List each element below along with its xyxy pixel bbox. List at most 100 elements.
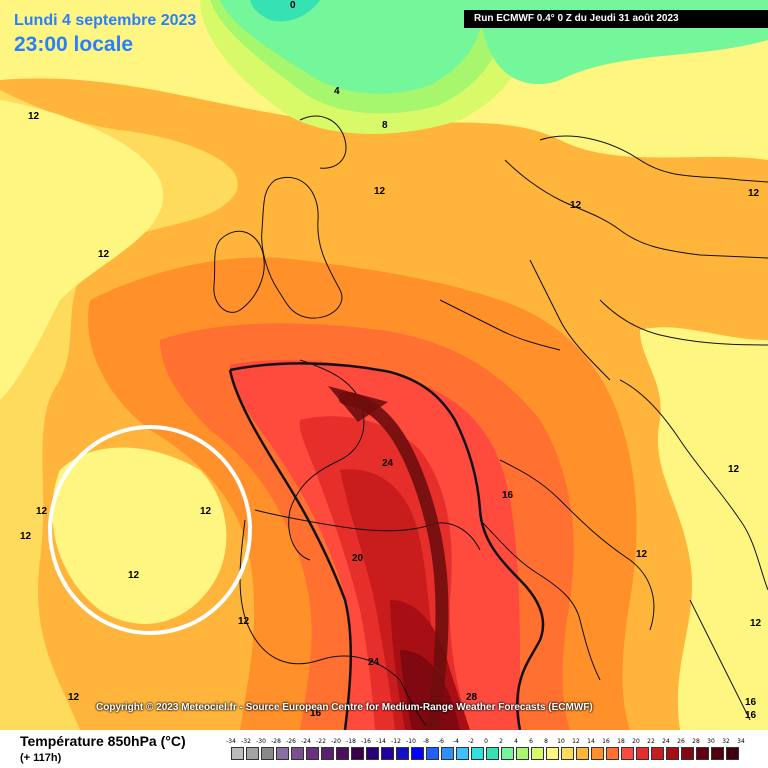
highlight-circle: [48, 425, 252, 635]
isotherm-label: 12: [200, 506, 212, 517]
zone-yellow-iberia: [52, 447, 227, 624]
isotherm-label: 16: [310, 708, 322, 719]
arrow-head: [328, 386, 388, 422]
isotherm-label: 12: [374, 186, 386, 197]
isotherm-label: 12: [28, 111, 40, 122]
isotherm-label: 12: [728, 464, 740, 475]
legend-swatch: [336, 747, 349, 760]
legend-tick-label: -14: [376, 738, 386, 745]
legend-swatch: [351, 747, 364, 760]
isotherm-label: 12: [20, 531, 32, 542]
legend-tick-label: 30: [707, 738, 715, 745]
isotherm-label: 0: [290, 0, 296, 11]
legend-swatch: [366, 747, 379, 760]
isotherm-label: 12: [570, 200, 582, 211]
isotherm-label: 16: [745, 710, 757, 721]
legend-tick-label: 20: [632, 738, 640, 745]
isotherm-label: 12: [748, 188, 760, 199]
isotherm-label: 12: [750, 618, 762, 629]
legend-swatch: [666, 747, 679, 760]
isotherm-label: 12: [636, 549, 648, 560]
legend-swatch: [531, 747, 544, 760]
legend-swatch: [621, 747, 634, 760]
legend-tick-label: 16: [602, 738, 610, 745]
forecast-time: 23:00 locale: [14, 33, 134, 56]
temperature-map: [0, 0, 768, 730]
copyright-notice: Copyright © 2023 Meteociel.fr - Source E…: [96, 702, 593, 713]
isotherm-label: 16: [745, 697, 757, 708]
isotherm-20-contour: [228, 362, 545, 730]
legend-tick-label: -16: [361, 738, 371, 745]
legend-tick-label: -6: [438, 738, 444, 745]
legend-tick-label: 28: [692, 738, 700, 745]
legend-swatch: [591, 747, 604, 760]
isotherm-label: 20: [352, 553, 364, 564]
legend-tick-label: -18: [346, 738, 356, 745]
isotherm-label: 24: [382, 458, 394, 469]
isotherm-label: 16: [502, 490, 514, 501]
legend-swatch: [606, 747, 619, 760]
legend-swatch: [636, 747, 649, 760]
legend-tick-label: 26: [677, 738, 685, 745]
legend-tick-label: -8: [423, 738, 429, 745]
legend-swatch: [411, 747, 424, 760]
legend-tick-label: -2: [468, 738, 474, 745]
isotherm-label: 12: [238, 616, 250, 627]
coastlines: [213, 115, 768, 730]
isotherm-label: 12: [128, 570, 140, 581]
legend-tick-label: -4: [453, 738, 459, 745]
legend-tick-label: 12: [572, 738, 580, 745]
legend-swatch: [261, 747, 274, 760]
legend-tick-label: -30: [256, 738, 266, 745]
legend-tick-label: 14: [587, 738, 595, 745]
legend-tick-label: 32: [722, 738, 730, 745]
parameter-title: Température 850hPa (°C): [20, 733, 186, 749]
legend-swatch: [381, 747, 394, 760]
legend-swatch: [696, 747, 709, 760]
isotherm-label: 12: [98, 249, 110, 260]
forecast-date: Lundi 4 septembre 2023: [14, 12, 197, 29]
color-scale: -34 -32 -30 -28 -26 -24 -22 -20 -18 -16 -14 -12 -10-…: [224, 738, 754, 764]
legend-swatch: [546, 747, 559, 760]
legend-swatch: [246, 747, 259, 760]
legend-bar: Température 850hPa (°C) (+ 117h) -34 -32-…: [0, 730, 768, 768]
run-info-banner: Run ECMWF 0.4° 0 Z du Jeudi 31 août 2023: [464, 10, 768, 28]
legend-swatch: [321, 747, 334, 760]
legend-swatch: [711, 747, 724, 760]
isotherm-label: 12: [36, 506, 48, 517]
legend-tick-label: -12: [391, 738, 401, 745]
legend-swatch: [471, 747, 484, 760]
isotherm-label: 12: [68, 692, 80, 703]
legend-swatch: [306, 747, 319, 760]
legend-swatch: [486, 747, 499, 760]
legend-swatch: [651, 747, 664, 760]
zone-mint: [220, 0, 482, 94]
legend-tick-label: 10: [557, 738, 565, 745]
legend-tick-label: 6: [529, 738, 533, 745]
legend-tick-label: -24: [301, 738, 311, 745]
legend-tick-label: -26: [286, 738, 296, 745]
legend-swatch: [276, 747, 289, 760]
zone-yellow-atlantic: [0, 100, 164, 400]
legend-swatch: [576, 747, 589, 760]
legend-swatch: [516, 747, 529, 760]
isotherm-label: 28: [466, 692, 478, 703]
zone-30: [400, 650, 460, 730]
forecast-offset: (+ 117h): [20, 752, 62, 764]
legend-swatch: [561, 747, 574, 760]
legend-tick-label: -22: [316, 738, 326, 745]
isotherm-label: 4: [334, 86, 340, 97]
legend-tick-label: 4: [514, 738, 518, 745]
legend-swatch: [456, 747, 469, 760]
legend-tick-label: 8: [544, 738, 548, 745]
legend-swatch: [291, 747, 304, 760]
legend-swatch: [396, 747, 409, 760]
isotherm-label: 24: [368, 657, 380, 668]
legend-swatch: [501, 747, 514, 760]
legend-tick-label: 34: [737, 738, 745, 745]
legend-swatch: [441, 747, 454, 760]
legend-swatch: [231, 747, 244, 760]
zone-cyan: [250, 0, 320, 22]
legend-tick-label: -34: [226, 738, 236, 745]
legend-tick-label: 22: [647, 738, 655, 745]
